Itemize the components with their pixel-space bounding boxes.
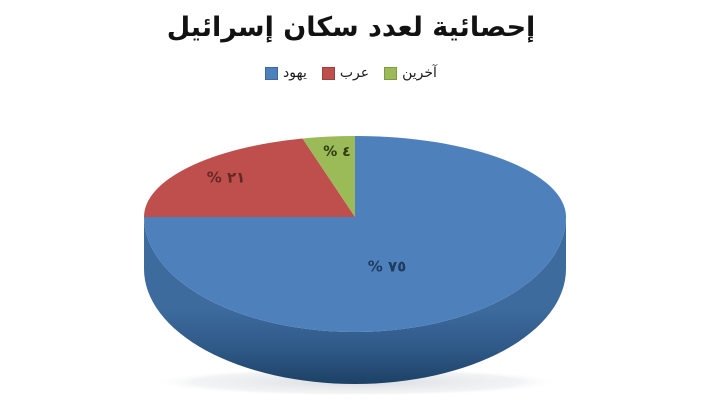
data-label-others-percent: % ٤ (323, 144, 351, 160)
legend-item-others: آخرين (384, 66, 437, 80)
legend-swatch-green-icon (384, 66, 398, 80)
legend-label: آخرين (402, 65, 437, 81)
legend-swatch-red-icon (321, 66, 335, 80)
pie-slice-jews (144, 136, 566, 332)
chart-title: إحصائية لعدد سكان إسرائيل (166, 12, 536, 43)
chart-legend: يهود عرب آخرين (0, 66, 702, 80)
data-label-arabs-percent: % ٢١ (206, 168, 246, 187)
pie-slice-others (302, 135, 355, 217)
legend-label: عرب (339, 65, 370, 81)
legend-label: يهود (283, 65, 307, 81)
pie-side-face (144, 217, 566, 384)
data-label-jews-percent: % ٧٥ (367, 257, 407, 276)
legend-item-jews: يهود (265, 66, 307, 80)
legend-item-arabs: عرب (321, 65, 370, 81)
pie-slice-arabs (143, 138, 355, 217)
legend-swatch-blue-icon (265, 66, 279, 80)
